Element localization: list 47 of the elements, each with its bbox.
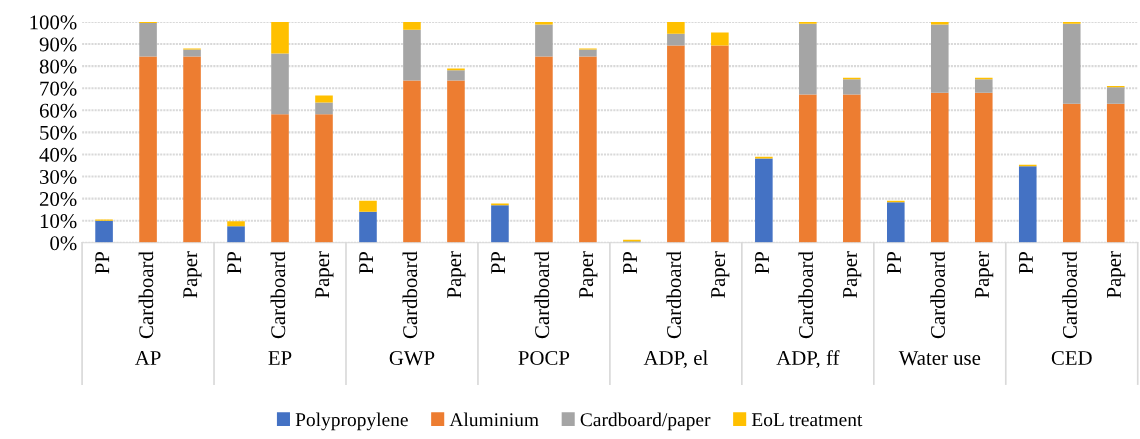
x-tick-label: Cardboard xyxy=(534,251,550,339)
y-tick-label: 30% xyxy=(40,169,77,185)
x-tick-label: PP xyxy=(491,251,505,274)
x-tick-label: Cardboard xyxy=(1062,251,1077,339)
y-tick-label: 60% xyxy=(39,103,77,118)
x-tick-label: Cardboard xyxy=(402,251,418,339)
x-tick-label: Cardboard xyxy=(270,251,286,339)
y-tick-label: 90% xyxy=(39,37,77,52)
y-tick-label: 10% xyxy=(40,214,77,229)
text: ADP, el xyxy=(643,350,708,369)
x-tick-label: PP xyxy=(887,251,901,274)
y-tick-label: 100% xyxy=(30,15,77,30)
x-tick-label: Paper xyxy=(315,251,334,298)
x-tick-label: Paper xyxy=(711,251,730,298)
y-tick-label: 80% xyxy=(39,59,77,74)
legend-label: EoL treatment xyxy=(751,413,863,427)
x-tick-label: Paper xyxy=(447,251,466,298)
x-tick-label: Cardboard xyxy=(666,251,682,339)
x-tick-label: PP xyxy=(227,251,242,274)
y-tick-label: 40% xyxy=(39,147,77,162)
legend-label: Aluminium xyxy=(449,412,539,427)
x-tick-label: Cardboard xyxy=(930,251,945,339)
x-tick-label: PP xyxy=(1019,251,1033,274)
text: GWP xyxy=(389,351,435,366)
x-tick-label: PP xyxy=(755,251,769,274)
y-tick-label: 50% xyxy=(40,125,77,140)
y-tick-label: 70% xyxy=(40,81,77,96)
x-tick-label: PP xyxy=(623,251,637,274)
x-tick-label: Paper xyxy=(579,251,598,298)
legend-label: Polypropylene xyxy=(295,412,408,431)
x-tick-label: Cardboard xyxy=(138,251,154,339)
text: EP xyxy=(268,351,292,365)
y-tick-label: 20% xyxy=(39,191,77,207)
x-tick-label: Paper xyxy=(843,251,862,298)
text: CED xyxy=(1051,351,1092,366)
x-tick-label: PP xyxy=(95,251,110,274)
text: Water use xyxy=(898,351,981,366)
x-tick-label: PP xyxy=(359,251,373,274)
x-tick-label: Cardboard xyxy=(798,251,814,339)
text: AP xyxy=(134,351,161,365)
y-tick-label: 0% xyxy=(50,236,77,251)
legend-label: Cardboard/paper xyxy=(580,412,711,431)
x-tick-label: Paper xyxy=(183,251,202,298)
x-tick-label: Paper xyxy=(975,251,994,298)
text: ADP, ff xyxy=(776,350,840,369)
text: POCP xyxy=(518,351,570,366)
x-tick-label: Paper xyxy=(1107,251,1126,298)
